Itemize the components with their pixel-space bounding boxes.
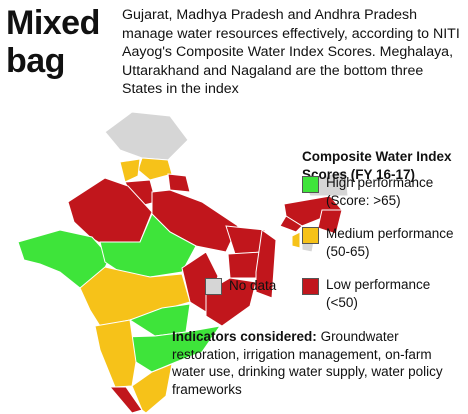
jammu-kashmir <box>104 111 189 161</box>
legend-swatch <box>302 278 319 295</box>
legend-label: Medium performance <box>326 226 454 241</box>
indicators-text: Groundwater restoration, irrigation mana… <box>172 329 443 397</box>
legend-note: (<50) <box>326 295 358 310</box>
legend-note: (Score: >65) <box>326 193 401 208</box>
legend-label: No data <box>229 278 277 293</box>
tamil-nadu <box>131 363 173 414</box>
meghalaya <box>279 215 303 233</box>
indicators-lead: Indicators considered: <box>172 329 317 344</box>
indicators: Indicators considered: Groundwater resto… <box>172 328 464 398</box>
intro: Gujarat, Madhya Pradesh and Andhra Prade… <box>122 7 460 97</box>
uttarakhand <box>167 173 191 193</box>
andhra-pradesh <box>121 325 222 373</box>
legend-swatch <box>302 176 319 193</box>
legend-note: (50-65) <box>326 244 370 259</box>
telangana <box>128 303 191 337</box>
legend-swatch <box>205 278 222 295</box>
title-line: bag <box>6 42 65 80</box>
tripura <box>291 231 301 249</box>
madhya-pradesh <box>99 213 197 278</box>
legend-title: Composite Water Index Scores (FY 16-17) <box>302 149 452 182</box>
nagaland-manipur <box>317 209 343 235</box>
himachal <box>137 157 173 181</box>
legend-label: High performance <box>326 175 434 190</box>
title-line: Mixed <box>6 4 100 42</box>
legend-label: Low performance <box>326 277 431 292</box>
karnataka <box>94 319 137 388</box>
punjab <box>119 158 141 183</box>
title: Mixed bag <box>6 4 100 80</box>
west-bengal <box>255 229 277 299</box>
legend-swatch <box>302 227 319 244</box>
